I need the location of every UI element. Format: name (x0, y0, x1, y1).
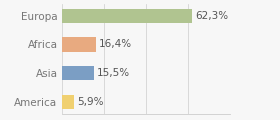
Text: 16,4%: 16,4% (99, 39, 132, 49)
Bar (62, 95, 74, 109)
Text: 62,3%: 62,3% (195, 11, 229, 21)
Bar (62, 37, 96, 52)
Text: 15,5%: 15,5% (97, 68, 130, 78)
Bar (62, 66, 94, 80)
Text: 5,9%: 5,9% (77, 97, 104, 107)
Bar (62, 9, 192, 23)
